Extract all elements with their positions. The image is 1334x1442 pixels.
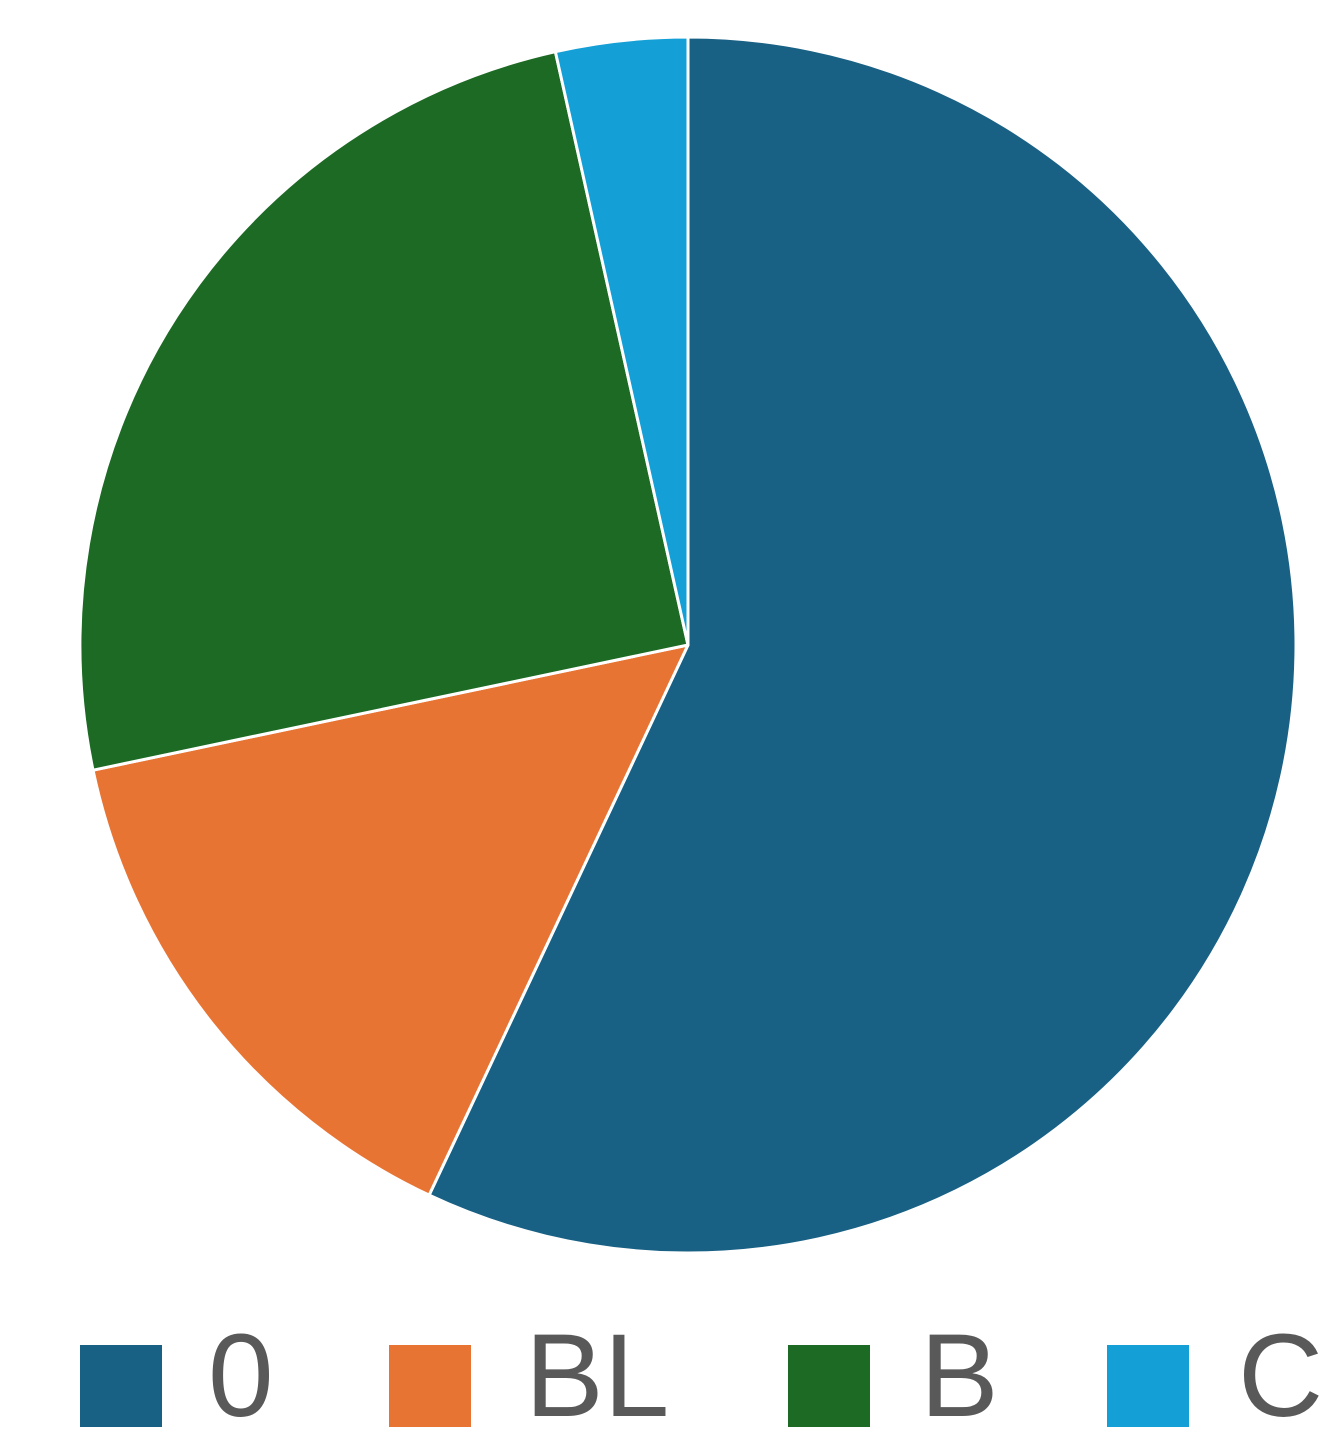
pie-slice-c — [553, 35, 690, 647]
legend-swatch-b — [788, 1345, 870, 1427]
pie-slice-0 — [427, 35, 1298, 1255]
legend-swatch-c — [1107, 1345, 1189, 1427]
legend: 0 BL B C — [0, 1310, 1334, 1436]
legend-label-c: C — [1238, 1310, 1324, 1442]
pie-slice-b — [78, 50, 690, 772]
legend-swatch-bl — [389, 1345, 471, 1427]
pie-slices — [78, 35, 1298, 1255]
legend-label-bl: BL — [525, 1310, 670, 1442]
pie-slice-bl — [91, 643, 690, 1197]
legend-swatch-0 — [80, 1345, 162, 1427]
legend-label-b: B — [920, 1310, 999, 1442]
pie-chart — [78, 35, 1298, 1255]
legend-label-0: 0 — [208, 1310, 274, 1442]
